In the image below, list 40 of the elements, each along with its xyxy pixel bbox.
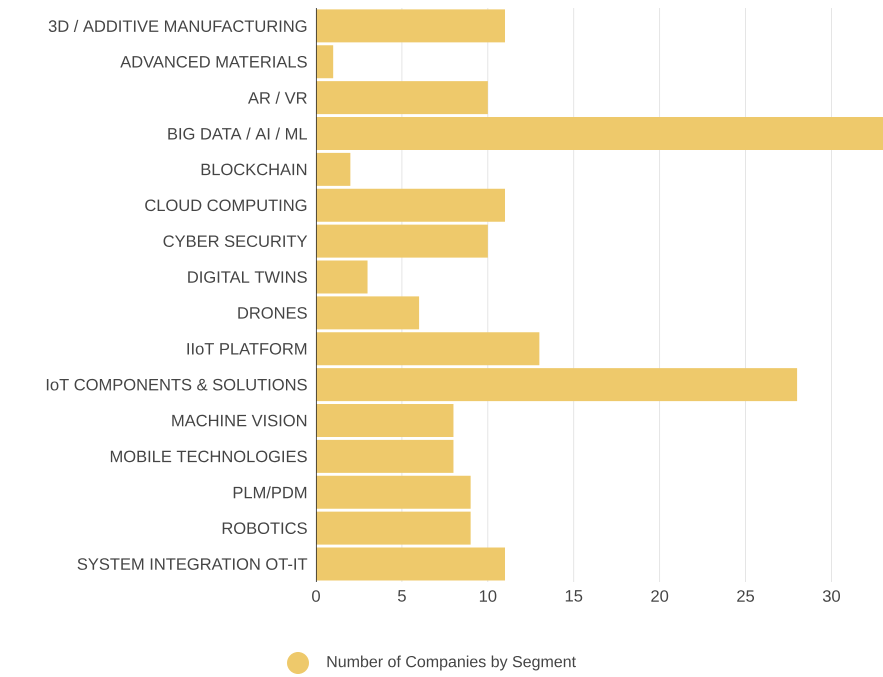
bar (316, 476, 471, 509)
y-tick-label: BIG DATA / AI / ML (168, 128, 308, 140)
y-tick-label: IIoT PLATFORM (187, 342, 306, 355)
bar (316, 81, 488, 114)
bar (316, 152, 350, 186)
y-tick-label: BLOCKCHAIN (202, 164, 306, 176)
bar (316, 368, 798, 402)
y-tick-label: AR / VR (248, 92, 307, 104)
x-tick-label: 20 (651, 590, 668, 602)
y-tick-label: MACHINE VISION (172, 414, 306, 426)
y-tick-label: CYBER SECURITY (164, 235, 308, 248)
x-tick-label: 15 (566, 590, 582, 602)
y-tick-label: IoT COMPONENTS & SOLUTIONS (46, 378, 307, 391)
bar (316, 260, 368, 294)
y-tick-label: 3D / ADDITIVE MANUFACTURING (48, 20, 306, 32)
y-tick-label: CLOUD COMPUTING (145, 199, 306, 212)
x-tick-label: 10 (480, 590, 496, 602)
y-tick-label: MOBILE TECHNOLOGIES (110, 450, 307, 462)
y-tick-label: DIGITAL TWINS (188, 271, 307, 283)
bar (316, 512, 471, 545)
bar (316, 440, 454, 473)
bar (316, 224, 488, 258)
bar (316, 117, 883, 150)
bar (316, 404, 454, 438)
bar (316, 45, 334, 78)
x-tick-label: 0 (312, 590, 320, 602)
x-tick-label: 5 (398, 590, 406, 602)
y-tick-label: ROBOTICS (222, 522, 307, 534)
y-tick-label: PLM/PDM (234, 486, 306, 498)
bar (316, 9, 506, 42)
x-tick-label: 30 (822, 590, 840, 602)
y-tick-label: SYSTEM INTEGRATION OT-IT (78, 558, 308, 570)
bar (316, 188, 506, 222)
y-tick-label: ADVANCED MATERIALS (120, 56, 307, 68)
bar (316, 296, 420, 330)
legend-label: Number of Companies by Segment (328, 656, 576, 670)
x-tick-label: 25 (737, 590, 754, 602)
y-tick-label: DRONES (238, 307, 307, 319)
bar (316, 548, 506, 581)
bar (316, 332, 540, 366)
